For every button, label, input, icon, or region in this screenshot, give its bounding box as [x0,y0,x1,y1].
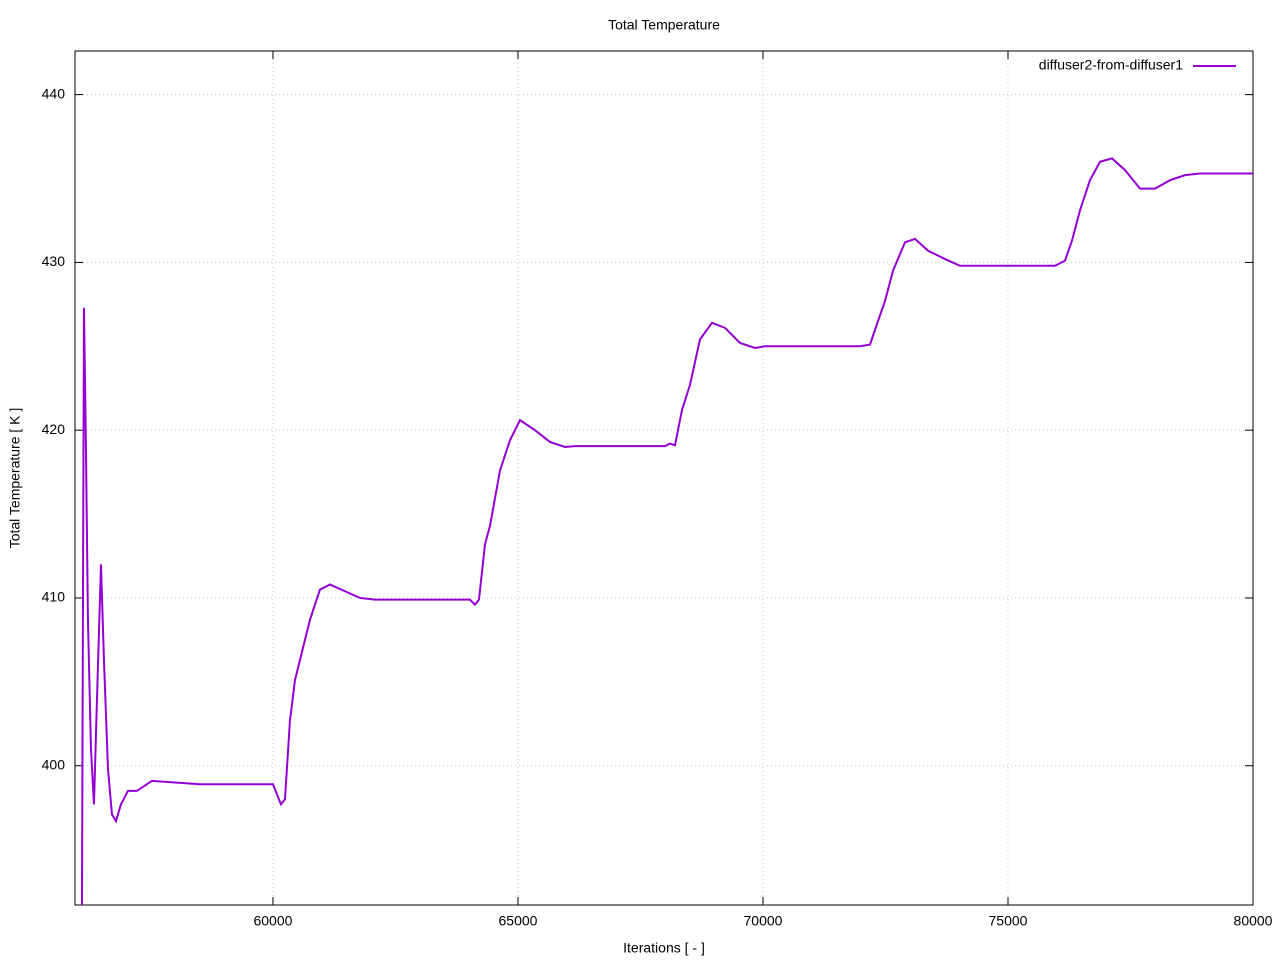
plot-frame [74,50,1254,906]
y-tick-label: 410 [42,589,66,605]
y-tick-label: 420 [42,421,66,437]
data-line [80,157,1253,905]
y-tick-label: 440 [42,85,66,101]
x-tick-label: 75000 [989,913,1028,929]
x-tick-label: 60000 [253,913,292,929]
y-tick-label: 430 [42,253,66,269]
y-axis-label: Total Temperature [ K ] [7,408,23,549]
x-tick-label: 80000 [1234,913,1273,929]
y-tick-label: 400 [42,756,66,772]
legend-label: diffuser2-from-diffuser1 [1039,57,1183,73]
x-axis-label: Iterations [ - ] [623,940,705,956]
x-tick-label: 65000 [499,913,538,929]
x-tick-label: 70000 [744,913,783,929]
chart-title: Total Temperature [608,17,720,33]
